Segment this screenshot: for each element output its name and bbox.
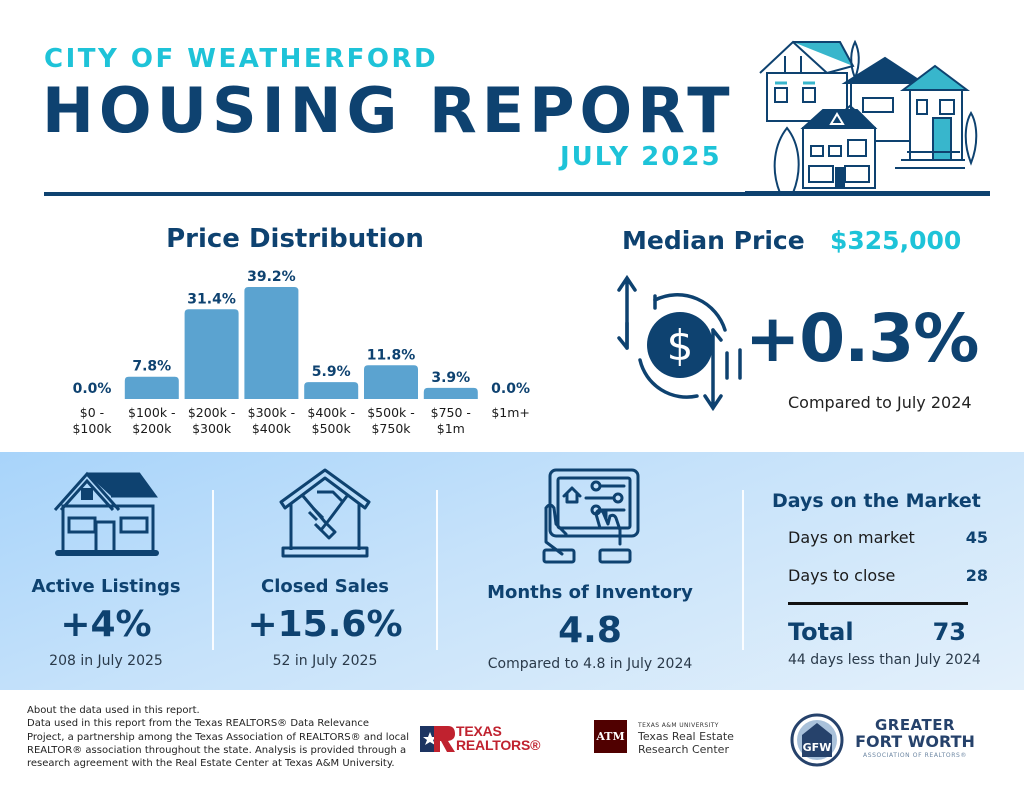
price-distribution-title: Price Distribution	[166, 224, 424, 254]
dollar-exchange-icon: $	[617, 274, 742, 412]
houses-illustration-icon	[745, 39, 990, 196]
bar	[364, 365, 418, 399]
bar-value-label: 39.2%	[247, 269, 296, 285]
category-label: $750k	[371, 421, 411, 436]
texas-realtors-logo: TEXAS REALTORS®	[420, 722, 540, 758]
months-of-inventory-compare: Compared to 4.8 in July 2024	[487, 656, 693, 672]
active-listings-label: Active Listings	[31, 576, 181, 597]
closed-sales-change: +15.6%	[247, 604, 403, 645]
days-on-market-row: Days on market 45	[788, 528, 988, 547]
bar-value-label: 0.0%	[491, 381, 530, 397]
tamu-center-name: Texas Real Estate Research Center	[638, 730, 734, 756]
months-of-inventory-label: Months of Inventory	[487, 582, 693, 603]
days-on-market-note: 44 days less than July 2024	[788, 652, 981, 668]
category-label: $300k -	[248, 405, 296, 420]
days-to-close-row: Days to close 28	[788, 566, 988, 585]
closed-sales-card: Closed Sales +15.6% 52 in July 2025	[214, 452, 436, 690]
bar-value-label: 5.9%	[312, 364, 351, 380]
median-price-value: $325,000	[830, 226, 962, 255]
total-divider	[788, 602, 968, 605]
category-label: $500k	[312, 421, 352, 436]
bar-value-label: 31.4%	[187, 291, 236, 307]
gfw-mark-icon: GFW	[790, 713, 844, 767]
median-price-label: Median Price	[622, 226, 805, 255]
logo-line: Research Center	[638, 743, 729, 756]
category-label: $1m	[437, 421, 465, 436]
bar-value-label: 11.8%	[367, 347, 416, 363]
tamu-mark-icon: ATM	[594, 720, 627, 753]
total-value: 73	[932, 618, 966, 646]
gfw-line-1: GREATER	[874, 716, 956, 734]
report-title: HOUSING REPORT	[42, 74, 735, 147]
gfw-line-2: FORT WORTH	[855, 732, 975, 751]
category-label: $100k -	[128, 405, 176, 420]
header-divider	[44, 192, 979, 196]
category-label: $100k	[72, 421, 112, 436]
price-distribution-chart: 0.0% $0 -$100k 7.8% $100k -$200k 31.4% $200k …	[72, 269, 530, 436]
report-subtitle: CITY OF WEATHERFORD	[44, 44, 439, 74]
data-disclaimer: About the data used in this report. Data…	[27, 704, 410, 770]
texas-realtors-mark-icon	[420, 726, 455, 752]
days-on-market-title: Days on the Market	[772, 490, 981, 512]
total-label: Total	[788, 618, 854, 646]
disclaimer-line: About the data used in this report.	[27, 705, 200, 716]
median-price-compare: Compared to July 2024	[788, 393, 972, 412]
row-label: Days to close	[788, 566, 896, 585]
bar	[124, 376, 179, 399]
logo-line: REALTORS®	[456, 737, 541, 753]
bar	[244, 287, 299, 399]
months-of-inventory-value: 4.8	[558, 610, 622, 651]
category-label: $1m+	[491, 405, 530, 420]
tablet-hands-icon	[542, 468, 640, 564]
texas-realtors-name: TEXAS REALTORS®	[456, 724, 540, 752]
logo-line: Texas Real Estate	[638, 730, 734, 743]
median-price-change: +0.3%	[745, 300, 979, 377]
days-on-market-card: Days on the Market Days on market 45 Day…	[760, 452, 1010, 690]
metric-divider	[742, 490, 744, 650]
row-value: 45	[965, 528, 988, 547]
active-listings-count: 208 in July 2025	[49, 653, 163, 669]
disclaimer-line: Data used in this report from the Texas …	[27, 718, 370, 730]
gfw-line-3: ASSOCIATION OF REALTORS®	[862, 752, 968, 759]
greater-fort-worth-logo: GFW GREATER FORT WORTH ASSOCIATION OF RE…	[788, 712, 988, 768]
category-label: $400k	[252, 421, 292, 436]
category-label: $750 -	[431, 405, 471, 420]
bar	[304, 382, 359, 399]
bar	[184, 309, 239, 399]
tamu-university-name: TEXAS A&M UNIVERSITY	[638, 722, 719, 729]
months-of-inventory-card: Months of Inventory 4.8 Compared to 4.8 …	[438, 452, 742, 690]
texas-am-real-estate-center-logo: ATM TEXAS A&M UNIVERSITY Texas Real Esta…	[594, 720, 734, 760]
dollar-sign-icon: $	[667, 321, 694, 370]
active-listings-change: +4%	[60, 604, 152, 645]
category-label: $200k	[132, 421, 172, 436]
handshake-house-icon	[279, 468, 371, 558]
metric-divider	[212, 490, 214, 650]
category-label: $500k -	[367, 405, 415, 420]
category-label: $200k -	[188, 405, 236, 420]
metrics-band	[0, 452, 1024, 690]
row-label: Days on market	[788, 528, 915, 547]
disclaimer-line: REALTOR® association throughout the stat…	[27, 744, 407, 756]
total-row: Total 73	[788, 618, 988, 646]
category-label: $0 -	[80, 405, 104, 420]
bar-value-label: 7.8%	[132, 359, 171, 375]
category-label: $400k -	[307, 405, 355, 420]
logo-line: TEXAS	[456, 723, 502, 739]
metric-divider	[436, 490, 438, 650]
category-label: $300k	[192, 421, 232, 436]
closed-sales-count: 52 in July 2025	[272, 653, 378, 669]
disclaimer-line: Project, a partnership among the Texas A…	[27, 731, 410, 743]
gfw-mark-text: GFW	[803, 741, 832, 754]
bar	[423, 387, 478, 399]
report-month: JULY 2025	[560, 142, 722, 172]
disclaimer-line: research agreement with the Real Estate …	[27, 758, 395, 770]
bar-value-label: 3.9%	[431, 370, 470, 386]
row-value: 28	[965, 566, 988, 585]
bar-value-label: 0.0%	[73, 381, 112, 397]
active-listings-card: Active Listings +4% 208 in July 2025	[0, 452, 212, 690]
closed-sales-label: Closed Sales	[260, 576, 390, 597]
house-icon	[53, 471, 159, 556]
